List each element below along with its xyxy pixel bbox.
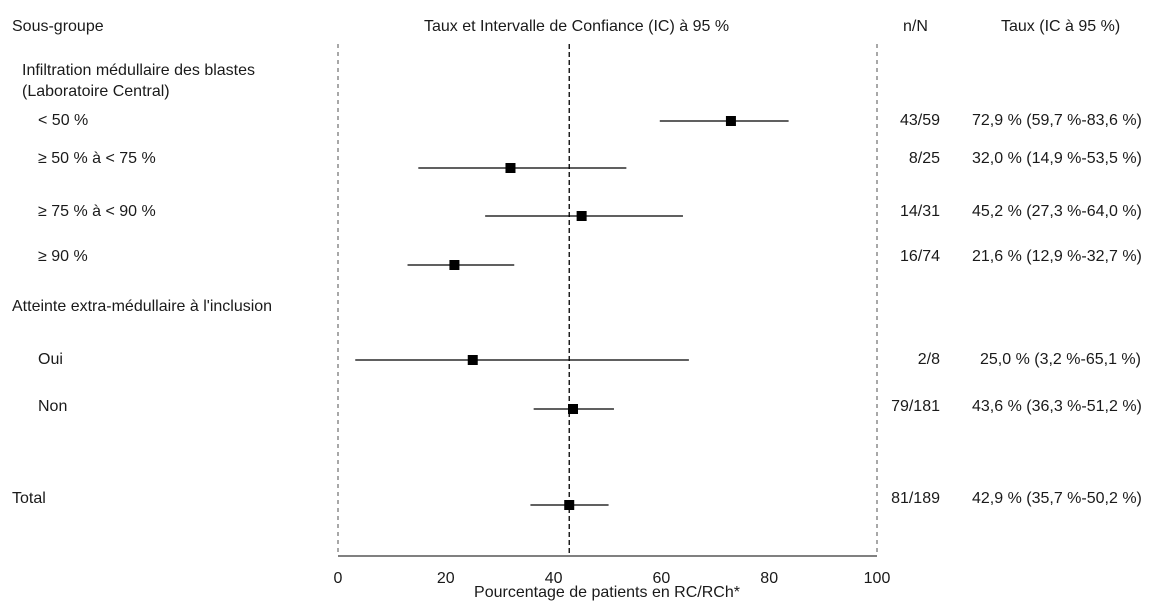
row-rate-text: 45,2 % (27,3 %-64,0 %)	[972, 203, 1142, 220]
row-label: ≥ 90 %	[38, 248, 88, 265]
row-nN: 43/59	[899, 112, 940, 129]
row-label: < 50 %	[38, 112, 89, 129]
point-estimate-marker	[568, 404, 579, 414]
point-estimate-marker	[449, 260, 460, 270]
row-rate-text: 42,9 % (35,7 %-50,2 %)	[972, 490, 1142, 507]
point-estimate-marker	[564, 500, 575, 510]
row-rate-text: 25,0 % (3,2 %-65,1 %)	[980, 351, 1141, 368]
subgroup-header: Sous-groupe	[12, 18, 104, 35]
x-tick-label: 20	[437, 570, 455, 587]
x-tick-label: 100	[864, 570, 891, 587]
row-rate-text: 32,0 % (14,9 %-53,5 %)	[972, 150, 1142, 167]
plot-header: Taux et Intervalle de Confiance (IC) à 9…	[424, 18, 730, 35]
group-label-marrow-line2: (Laboratoire Central)	[22, 83, 170, 100]
row-label-total: Total	[12, 490, 46, 507]
point-estimate-marker	[467, 355, 478, 365]
row-nN: 14/31	[899, 203, 940, 220]
row-nN: 81/189	[891, 490, 940, 507]
nN-header: n/N	[903, 18, 928, 35]
row-rate-text: 21,6 % (12,9 %-32,7 %)	[972, 248, 1142, 265]
point-estimate-marker	[725, 116, 736, 126]
row-rate-text: 72,9 % (59,7 %-83,6 %)	[972, 112, 1142, 129]
x-tick-label: 80	[760, 570, 778, 587]
row-label: Oui	[38, 351, 63, 368]
row-nN: 79/181	[891, 398, 940, 415]
group-label-marrow-line1: Infiltration médullaire des blastes	[22, 62, 256, 79]
row-nN: 2/8	[917, 351, 940, 368]
group-label-extramedullary: Atteinte extra-médullaire à l'inclusion	[12, 298, 273, 315]
x-tick-label: 0	[334, 570, 343, 587]
x-tick-label: 40	[545, 570, 563, 587]
row-label: Non	[38, 398, 68, 415]
point-estimate-marker	[576, 211, 587, 221]
x-axis-label: Pourcentage de patients en RC/RCh*	[474, 584, 740, 601]
rate-header: Taux (IC à 95 %)	[1001, 18, 1121, 35]
row-label: ≥ 75 % à < 90 %	[38, 203, 156, 220]
row-nN: 16/74	[899, 248, 940, 265]
row-nN: 8/25	[908, 150, 940, 167]
row-rate-text: 43,6 % (36,3 %-51,2 %)	[972, 398, 1142, 415]
row-label: ≥ 50 % à < 75 %	[38, 150, 156, 167]
x-tick-label: 60	[653, 570, 671, 587]
point-estimate-marker	[505, 163, 516, 173]
